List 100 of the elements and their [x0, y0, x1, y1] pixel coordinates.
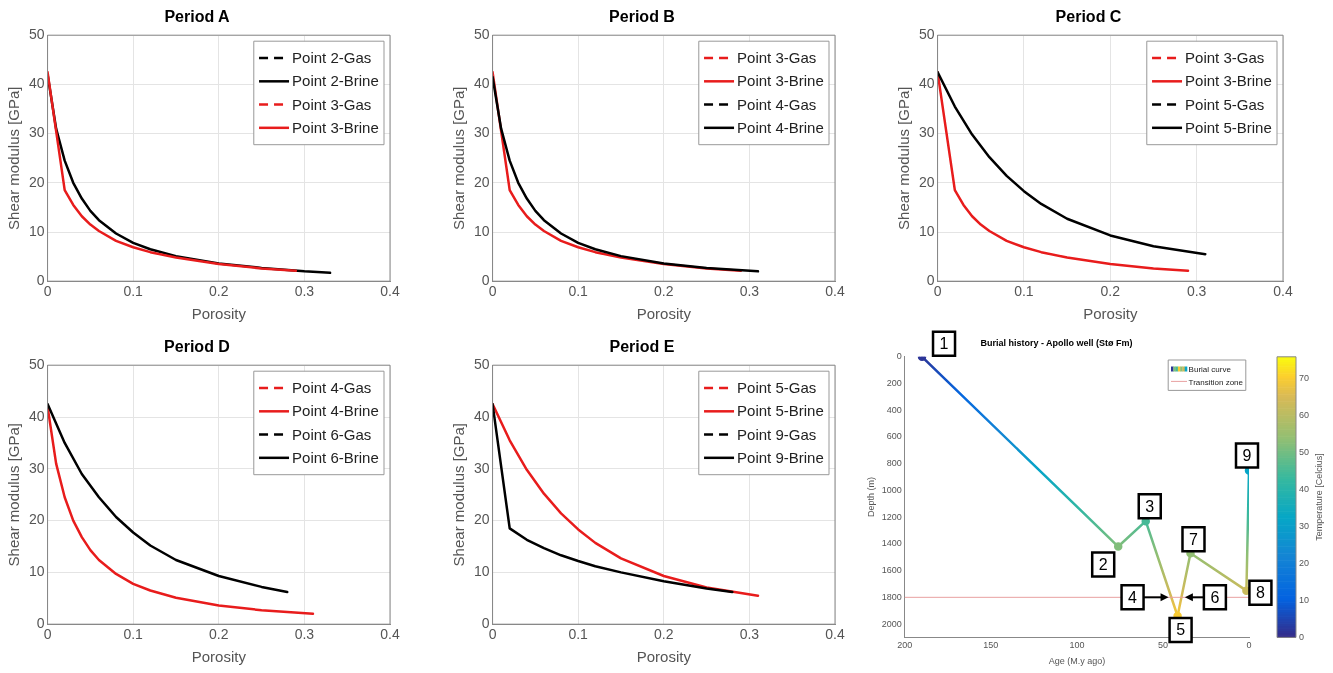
y-tick-label: 10 [473, 563, 490, 580]
y-axis-title: Shear modulus [GPa] [450, 86, 468, 230]
color-bar-label: 30 [1299, 521, 1310, 532]
y-tick-label: 50 [473, 356, 490, 373]
legend-label: Point 4-Gas [292, 379, 372, 397]
x-axis-title: Porosity [636, 648, 692, 666]
y-axis-title: Shear modulus [GPa] [5, 86, 23, 230]
legend-label: Point 3-Brine [292, 118, 379, 136]
annotation: 1 [939, 335, 949, 353]
y-tick-label: 50 [28, 26, 45, 43]
y-tick-label: 40 [473, 407, 490, 424]
y-tick-label: 40 [28, 75, 45, 92]
legend-label: Point 5-Brine [737, 402, 824, 420]
annotation: 9 [1242, 446, 1252, 464]
legend-label: Point 5-Gas [737, 379, 817, 397]
x-tick-label: 50 [1157, 640, 1168, 651]
chart-title: Period B [609, 8, 675, 26]
y-tick-label: 1400 [881, 538, 902, 549]
legend-label: Point 4-Brine [737, 118, 824, 136]
x-tick-label: 0.4 [825, 283, 845, 300]
legend-label: Burial curve [1188, 365, 1232, 375]
x-tick-label: 150 [983, 640, 999, 651]
y-tick-label: 40 [918, 75, 935, 92]
color-bar-label: 50 [1299, 447, 1310, 458]
x-tick-label: 0.3 [739, 283, 760, 300]
y-tick-label: 0 [481, 272, 490, 289]
y-tick-label: 50 [28, 356, 45, 373]
legend-label: Point 3-Brine [737, 72, 824, 90]
x-tick-label: 0.2 [654, 283, 674, 300]
x-tick-label: 0.2 [209, 283, 229, 300]
legend-label: Point 6-Gas [292, 425, 372, 443]
legend-label: Point 9-Gas [737, 425, 817, 443]
y-tick-label: 30 [918, 124, 935, 141]
y-axis-title: Shear modulus [GPa] [450, 422, 468, 567]
y-tick-label: 200 [886, 378, 902, 389]
x-axis-title: Porosity [191, 305, 247, 323]
annotation: 5 [1176, 621, 1186, 639]
chart-title: Period A [164, 8, 231, 26]
x-tick-label: 0.3 [294, 626, 315, 643]
x-tick-label: 0.2 [209, 626, 229, 643]
x-tick-label: 0.1 [123, 283, 144, 300]
legend-label: Point 3-Gas [1185, 49, 1265, 67]
y-axis-title: Shear modulus [GPa] [895, 86, 913, 230]
legend-label: Point 2-Brine [292, 72, 379, 90]
legend-label: Point 6-Brine [292, 448, 379, 466]
y-tick-label: 20 [473, 511, 490, 528]
color-bar-label: 20 [1299, 558, 1310, 569]
y-tick-label: 800 [886, 458, 902, 469]
legend-label: Point 2-Gas [292, 49, 372, 67]
y-tick-label: 20 [473, 173, 490, 190]
y-tick-label: 30 [473, 124, 490, 141]
legend-label: Point 4-Brine [292, 402, 379, 420]
x-tick-label: 0.1 [1014, 283, 1034, 300]
x-tick-label: 0.4 [1273, 283, 1293, 300]
y-tick-label: 1000 [881, 484, 902, 495]
point [1113, 542, 1123, 551]
legend-label: Point 3-Brine [1185, 72, 1272, 90]
y-tick-label: 1800 [881, 591, 902, 602]
annotation: 2 [1098, 555, 1108, 573]
x-axis-title: Porosity [636, 305, 692, 323]
y-tick-label: 0 [926, 272, 935, 289]
y-tick-label: 20 [918, 173, 935, 190]
chart-title: Period C [1055, 8, 1122, 26]
x-axis-title: Porosity [1083, 305, 1138, 323]
legend-label: Point 5-Brine [1185, 118, 1272, 136]
y-tick-label: 40 [28, 407, 45, 424]
x-tick-label: 0.2 [1100, 283, 1121, 300]
y-axis-title: Shear modulus [GPa] [5, 422, 23, 567]
legend-label: Point 4-Gas [737, 95, 817, 113]
color-bar-label: 40 [1299, 484, 1310, 495]
x-tick-label: 0.3 [739, 626, 760, 643]
annotation: 8 [1255, 584, 1265, 602]
y-tick-label: 2000 [881, 618, 902, 629]
y-tick-label: 600 [886, 431, 902, 442]
legend-label: Point 3-Gas [737, 49, 817, 67]
color-bar-label: 70 [1299, 373, 1310, 384]
y-tick-label: 30 [28, 124, 45, 141]
y-tick-label: 50 [918, 26, 935, 43]
y-tick-label: 10 [28, 222, 45, 239]
x-tick-label: 0.2 [654, 626, 674, 643]
y-tick-label: 0 [896, 351, 902, 362]
y-tick-label: 10 [28, 563, 45, 580]
y-tick-label: 10 [918, 222, 935, 239]
y-tick-label: 20 [28, 173, 45, 190]
legend-label: Transition zone [1188, 377, 1244, 387]
x-tick-label: 0.4 [380, 283, 400, 300]
y-tick-label: 40 [473, 75, 490, 92]
y-tick-label: 0 [36, 272, 45, 289]
legend-label: Point 5-Gas [1185, 95, 1265, 113]
y-tick-label: 0 [36, 615, 45, 632]
x-tick-label: 0.1 [568, 626, 589, 643]
chart-title: Period E [609, 338, 675, 356]
y-tick-label: 30 [28, 459, 45, 476]
x-tick-label: 0 [1246, 640, 1252, 651]
y-axis-title: Depth (m) [865, 477, 876, 518]
x-tick-label: 0.4 [380, 626, 400, 643]
legend-label: Point 3-Gas [292, 95, 372, 113]
x-tick-label: 0.3 [1186, 283, 1207, 300]
legend-label: Point 9-Brine [737, 448, 824, 466]
chart-title: Period D [164, 338, 230, 356]
